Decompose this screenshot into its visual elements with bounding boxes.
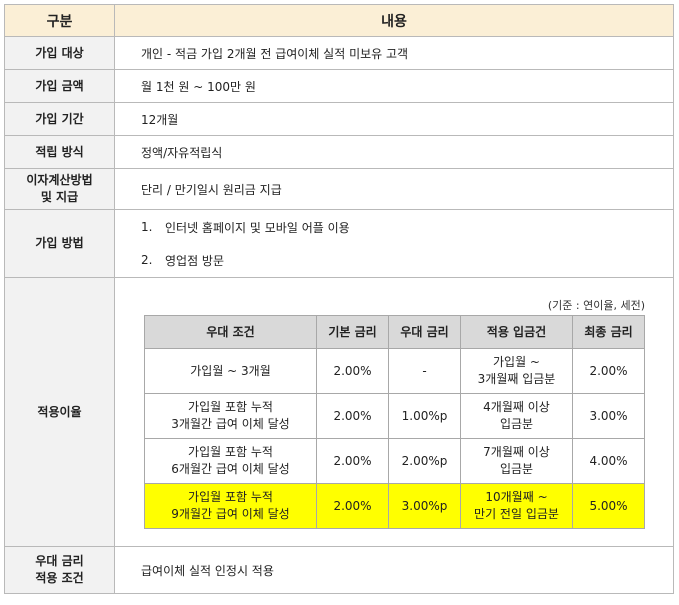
join-method-text: 영업점 방문	[165, 253, 225, 268]
label-join-method: 가입 방법	[4, 209, 115, 278]
rate-pref: 1.00%p	[388, 393, 461, 439]
header-content: 내용	[114, 4, 674, 37]
label-interest-line2: 및 지급	[40, 190, 79, 204]
rate-row: 가입월 포함 누적 6개월간 급여 이체 달성 2.00% 2.00%p 7개월째…	[144, 438, 645, 484]
rate-pref: 3.00%p	[388, 483, 461, 529]
label-interest: 이자계산방법 및 지급	[4, 168, 115, 210]
rate-pref: 2.00%p	[388, 438, 461, 484]
rate-row: 가입월 ~ 3개월 2.00% - 가입월 ~ 3개월째 입금분 2.00%	[144, 348, 645, 394]
join-method-item: 2. 영업점 방문	[141, 244, 673, 277]
rate-header-pref: 우대 금리	[388, 315, 461, 349]
rate-deposit-line2: 만기 전일 입금분	[474, 507, 559, 521]
rate-final: 5.00%	[572, 483, 645, 529]
rate-condition-line2: 9개월간 급여 이체 달성	[171, 507, 290, 521]
value-amount: 월 1천 원 ~ 100만 원	[114, 69, 674, 103]
rate-base: 2.00%	[316, 393, 389, 439]
join-method-text: 인터넷 홈페이지 및 모바일 어플 이용	[165, 220, 350, 235]
value-interest: 단리 / 만기일시 원리금 지급	[114, 168, 674, 210]
rate-final: 2.00%	[572, 348, 645, 394]
label-pref-line1: 우대 금리	[35, 554, 84, 568]
rate-condition-line1: 가입월 포함 누적	[188, 445, 273, 459]
rate-deposit-line2: 입금분	[499, 462, 534, 476]
rate-deposit-line1: 10개월째 ~	[485, 490, 548, 504]
rate-condition: 가입월 ~ 3개월	[144, 348, 317, 394]
rate-final: 3.00%	[572, 393, 645, 439]
rate-condition-line2: 3개월간 급여 이체 달성	[171, 417, 290, 431]
join-method-num: 1.	[141, 220, 153, 234]
rate-header-final: 최종 금리	[572, 315, 645, 349]
rate-base: 2.00%	[316, 438, 389, 484]
join-method-num: 2.	[141, 253, 153, 267]
rate-condition: 가입월 포함 누적 3개월간 급여 이체 달성	[144, 393, 317, 439]
rate-condition-line2: 6개월간 급여 이체 달성	[171, 462, 290, 476]
header-category: 구분	[4, 4, 115, 37]
rate-header-base: 기본 금리	[316, 315, 389, 349]
label-pref-line2: 적용 조건	[35, 571, 84, 585]
rate-deposit-line1: 가입월 ~	[493, 355, 540, 369]
value-method-type: 정액/자유적립식	[114, 135, 674, 169]
rate-base: 2.00%	[316, 348, 389, 394]
rate-condition: 가입월 포함 누적 6개월간 급여 이체 달성	[144, 438, 317, 484]
rate-deposit: 가입월 ~ 3개월째 입금분	[460, 348, 573, 394]
label-interest-line1: 이자계산방법	[26, 173, 93, 187]
label-amount: 가입 금액	[4, 69, 115, 103]
rate-final: 4.00%	[572, 438, 645, 484]
rate-table: 우대 조건 기본 금리 우대 금리 적용 입금건 최종 금리 가입월 ~ 3개월…	[144, 315, 645, 529]
join-method-item: 1. 인터넷 홈페이지 및 모바일 어플 이용	[141, 211, 673, 244]
rate-header-condition: 우대 조건	[144, 315, 317, 349]
value-target: 개인 - 적금 가입 2개월 전 급여이체 실적 미보유 고객	[114, 36, 674, 70]
value-pref-condition: 급여이체 실적 인정시 적용	[114, 546, 674, 594]
rate-deposit-line1: 7개월째 이상	[483, 445, 550, 459]
rate-pref: -	[388, 348, 461, 394]
rate-deposit-line1: 4개월째 이상	[483, 400, 550, 414]
rate-row-highlighted: 가입월 포함 누적 9개월간 급여 이체 달성 2.00% 3.00%p 10개월…	[144, 483, 645, 529]
value-join-method: 1. 인터넷 홈페이지 및 모바일 어플 이용 2. 영업점 방문	[114, 209, 674, 278]
rate-deposit-line2: 입금분	[499, 417, 534, 431]
value-period: 12개월	[114, 102, 674, 136]
label-rate: 적용이율	[4, 277, 115, 547]
rate-condition: 가입월 포함 누적 9개월간 급여 이체 달성	[144, 483, 317, 529]
rate-row: 가입월 포함 누적 3개월간 급여 이체 달성 2.00% 1.00%p 4개월째…	[144, 393, 645, 439]
rate-deposit: 10개월째 ~ 만기 전일 입금분	[460, 483, 573, 529]
label-target: 가입 대상	[4, 36, 115, 70]
rate-base: 2.00%	[316, 483, 389, 529]
label-period: 가입 기간	[4, 102, 115, 136]
rate-condition-line1: 가입월 포함 누적	[188, 490, 273, 504]
label-method-type: 적립 방식	[4, 135, 115, 169]
rate-condition-line1: 가입월 포함 누적	[188, 400, 273, 414]
rate-basis-note: (기준 : 연이율, 세전)	[547, 299, 645, 312]
rate-deposit-line2: 3개월째 입금분	[477, 372, 556, 386]
rate-condition-line1: 가입월 ~ 3개월	[190, 363, 271, 378]
rate-header-deposit: 적용 입금건	[460, 315, 573, 349]
label-pref-condition: 우대 금리 적용 조건	[4, 546, 115, 594]
